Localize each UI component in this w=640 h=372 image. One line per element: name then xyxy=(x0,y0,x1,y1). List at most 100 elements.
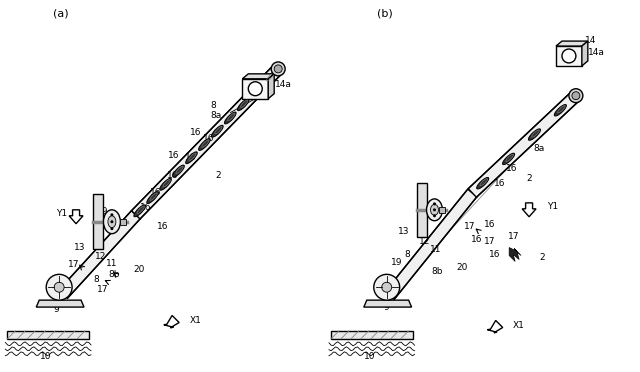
Circle shape xyxy=(381,282,392,292)
Ellipse shape xyxy=(502,153,515,165)
Text: 17: 17 xyxy=(508,232,520,241)
Text: X1: X1 xyxy=(189,317,202,326)
Polygon shape xyxy=(468,92,580,197)
Text: 11: 11 xyxy=(429,245,441,254)
Text: 20: 20 xyxy=(457,263,468,272)
Text: 8a: 8a xyxy=(211,111,222,120)
Ellipse shape xyxy=(186,152,197,164)
Ellipse shape xyxy=(263,72,275,84)
Text: 8a: 8a xyxy=(533,144,545,153)
Text: 16: 16 xyxy=(506,164,518,173)
Polygon shape xyxy=(382,189,477,303)
Text: 9: 9 xyxy=(53,305,59,314)
Text: 16: 16 xyxy=(488,250,500,259)
Text: 12: 12 xyxy=(95,252,107,261)
Ellipse shape xyxy=(274,65,282,73)
Text: 16: 16 xyxy=(190,128,202,137)
Text: 16: 16 xyxy=(185,153,196,162)
Text: 16: 16 xyxy=(157,222,168,231)
Polygon shape xyxy=(268,74,274,99)
Circle shape xyxy=(111,220,113,223)
Text: 13: 13 xyxy=(398,227,410,236)
Text: 20: 20 xyxy=(133,265,145,274)
Ellipse shape xyxy=(108,216,116,228)
Polygon shape xyxy=(556,41,588,46)
Text: 9: 9 xyxy=(384,302,390,312)
Text: 16: 16 xyxy=(203,134,214,143)
Bar xyxy=(440,207,445,213)
Bar xyxy=(243,79,268,99)
Text: 10: 10 xyxy=(40,352,52,361)
Circle shape xyxy=(54,282,64,292)
Text: Y1: Y1 xyxy=(56,209,68,218)
Text: 8: 8 xyxy=(404,250,410,259)
Text: 2: 2 xyxy=(526,174,532,183)
Polygon shape xyxy=(59,211,140,298)
Polygon shape xyxy=(331,331,413,339)
Polygon shape xyxy=(364,300,412,307)
Circle shape xyxy=(248,82,262,96)
Text: 16: 16 xyxy=(150,189,161,198)
Polygon shape xyxy=(488,320,503,333)
Bar xyxy=(93,195,103,249)
Circle shape xyxy=(46,274,72,300)
Text: 16: 16 xyxy=(168,151,179,160)
Polygon shape xyxy=(522,203,536,217)
Circle shape xyxy=(562,49,576,63)
Circle shape xyxy=(433,214,436,217)
Text: 10: 10 xyxy=(364,352,376,361)
Polygon shape xyxy=(36,300,84,307)
Text: 17: 17 xyxy=(483,237,495,246)
Text: 2: 2 xyxy=(216,171,221,180)
Polygon shape xyxy=(69,210,83,224)
Ellipse shape xyxy=(431,204,438,215)
Ellipse shape xyxy=(569,89,583,103)
Text: 19: 19 xyxy=(97,207,109,216)
Text: 17: 17 xyxy=(68,260,80,269)
Text: 8b: 8b xyxy=(108,270,120,279)
Bar xyxy=(556,46,582,66)
Polygon shape xyxy=(243,74,274,79)
Circle shape xyxy=(433,208,436,211)
Text: 8: 8 xyxy=(211,101,216,110)
Text: 2: 2 xyxy=(540,253,545,262)
Bar xyxy=(120,219,126,225)
Text: 12: 12 xyxy=(419,237,430,246)
Text: (b): (b) xyxy=(377,8,392,18)
Ellipse shape xyxy=(198,138,210,150)
Ellipse shape xyxy=(572,92,580,100)
Text: 17: 17 xyxy=(463,222,475,231)
Ellipse shape xyxy=(173,165,184,177)
Text: 8: 8 xyxy=(93,275,99,284)
Text: 16: 16 xyxy=(493,179,505,187)
Circle shape xyxy=(433,202,436,205)
Ellipse shape xyxy=(211,125,223,137)
Circle shape xyxy=(374,274,399,300)
Ellipse shape xyxy=(554,105,566,116)
Text: 17: 17 xyxy=(97,285,109,294)
Ellipse shape xyxy=(147,192,159,203)
Text: 14a: 14a xyxy=(275,80,292,89)
Polygon shape xyxy=(582,41,588,66)
Ellipse shape xyxy=(134,205,145,217)
Polygon shape xyxy=(132,65,282,219)
Ellipse shape xyxy=(237,99,249,110)
Polygon shape xyxy=(164,315,179,328)
Text: 8b: 8b xyxy=(432,267,444,276)
Text: 14: 14 xyxy=(585,36,596,45)
Polygon shape xyxy=(8,331,89,339)
Polygon shape xyxy=(509,247,521,262)
Ellipse shape xyxy=(529,129,541,140)
Circle shape xyxy=(111,227,113,230)
Text: 16: 16 xyxy=(167,171,179,180)
Text: 14: 14 xyxy=(271,68,283,77)
Ellipse shape xyxy=(160,178,172,190)
Ellipse shape xyxy=(250,86,262,97)
Text: 16: 16 xyxy=(470,235,482,244)
Bar xyxy=(417,183,426,237)
Text: Y1: Y1 xyxy=(547,202,558,211)
Ellipse shape xyxy=(104,210,120,234)
Ellipse shape xyxy=(426,199,442,221)
Text: 11: 11 xyxy=(106,259,118,268)
Text: X1: X1 xyxy=(513,321,525,330)
